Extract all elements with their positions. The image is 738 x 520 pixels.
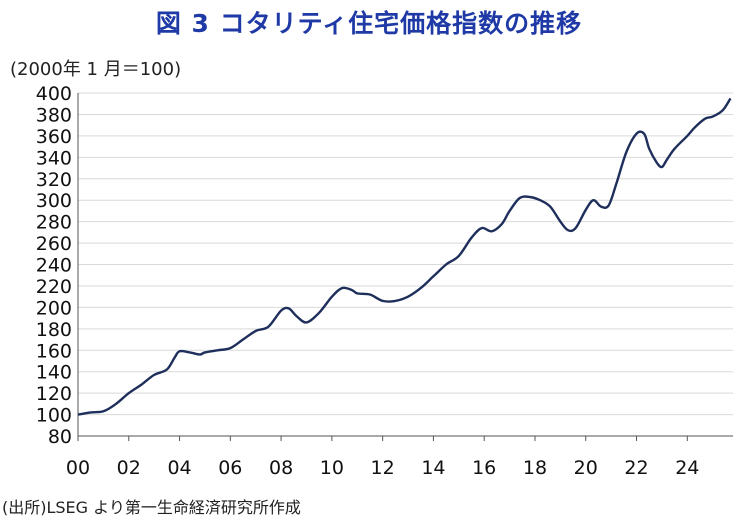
- x-tick-label: 16: [472, 457, 496, 479]
- x-tick-label: 20: [574, 457, 598, 479]
- y-tick-label: 300: [36, 190, 72, 212]
- y-tick-label: 80: [48, 426, 72, 448]
- x-tick-label: 14: [421, 457, 445, 479]
- y-tick-label: 240: [36, 255, 72, 277]
- x-tick-label: 04: [167, 457, 191, 479]
- series-line-index: [77, 97, 732, 416]
- x-tick-label: 08: [269, 457, 293, 479]
- y-tick-label: 140: [36, 362, 72, 384]
- y-tick-label: 380: [36, 104, 72, 126]
- x-tick-label: 22: [624, 457, 648, 479]
- x-tick-label: 18: [523, 457, 547, 479]
- x-tick-label: 12: [371, 457, 395, 479]
- y-tick-label: 100: [36, 405, 72, 427]
- x-tick-label: 00: [66, 457, 90, 479]
- x-tick-label: 02: [117, 457, 141, 479]
- gridlines: [78, 92, 733, 416]
- y-tick-label: 400: [36, 83, 72, 105]
- chart-title: 図 3 コタリティ住宅価格指数の推移: [155, 9, 583, 38]
- y-tick-label: 320: [36, 169, 72, 191]
- y-tick-label: 120: [36, 383, 72, 405]
- x-tick-label: 24: [675, 457, 699, 479]
- y-axis-ticks: 8010012014016018020022024026028030032034…: [36, 83, 72, 448]
- source-note: (出所)LSEG より第一生命経済研究所作成: [2, 498, 301, 517]
- y-tick-label: 280: [36, 212, 72, 234]
- y-tick-label: 200: [36, 297, 72, 319]
- y-tick-label: 340: [36, 147, 72, 169]
- x-tick-label: 06: [218, 457, 242, 479]
- x-axis-ticks: 00 02 04 06 08 10 12 14 16 18 20 22 24: [66, 436, 699, 479]
- y-tick-label: 160: [36, 340, 72, 362]
- x-tick-label: 10: [320, 457, 344, 479]
- y-tick-label: 260: [36, 233, 72, 255]
- y-tick-label: 180: [36, 319, 72, 341]
- y-tick-label: 220: [36, 276, 72, 298]
- y-unit-label: (2000年 1 月＝100): [10, 59, 182, 80]
- y-tick-label: 360: [36, 126, 72, 148]
